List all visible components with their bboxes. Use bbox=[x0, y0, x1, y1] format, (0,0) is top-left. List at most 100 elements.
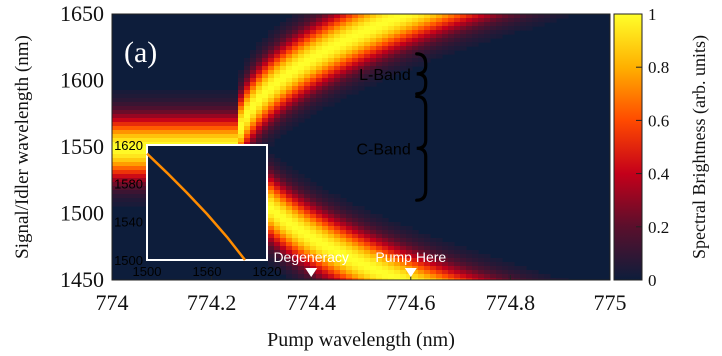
heatmap-cell bbox=[388, 270, 395, 275]
heatmap-cell bbox=[418, 246, 425, 251]
heatmap-cell bbox=[142, 162, 149, 167]
heatmap-cell bbox=[352, 270, 359, 275]
heatmap-cell bbox=[454, 34, 461, 39]
heatmap-cell bbox=[370, 222, 377, 227]
heatmap-cell bbox=[274, 174, 281, 179]
heatmap-cell bbox=[250, 86, 257, 91]
heatmap-cell bbox=[430, 38, 437, 43]
heatmap-cell bbox=[430, 42, 437, 47]
heatmap-cell bbox=[550, 14, 557, 19]
heatmap-cell bbox=[310, 62, 317, 67]
heatmap-cell bbox=[334, 226, 341, 231]
heatmap-cell bbox=[382, 270, 389, 275]
heatmap-cell bbox=[514, 14, 521, 19]
heatmap-cell bbox=[310, 278, 317, 280]
heatmap-cell bbox=[280, 130, 287, 135]
heatmap-cell bbox=[274, 206, 281, 211]
heatmap-cell bbox=[250, 138, 257, 143]
heatmap-cell bbox=[130, 126, 137, 131]
heatmap-cell bbox=[472, 18, 479, 23]
heatmap-cell bbox=[142, 170, 149, 175]
heatmap-cell bbox=[136, 118, 143, 123]
heatmap-cell bbox=[466, 262, 473, 267]
heatmap-cell bbox=[226, 98, 233, 103]
heatmap-cell bbox=[304, 210, 311, 215]
heatmap-cell bbox=[292, 38, 299, 43]
heatmap-cell bbox=[298, 18, 305, 23]
heatmap-cell bbox=[394, 270, 401, 275]
heatmap-cell bbox=[112, 110, 119, 115]
x-tick-label: 774.2 bbox=[187, 290, 237, 315]
heatmap-cell bbox=[352, 234, 359, 239]
heatmap-cell bbox=[322, 90, 329, 95]
heatmap-cell bbox=[418, 238, 425, 243]
heatmap-cell bbox=[238, 122, 245, 127]
heatmap-cell bbox=[364, 274, 371, 279]
heatmap-cell bbox=[340, 38, 347, 43]
heatmap-cell bbox=[388, 250, 395, 255]
heatmap-cell bbox=[490, 258, 497, 263]
heatmap-cell bbox=[466, 38, 473, 43]
heatmap-cell bbox=[238, 94, 245, 99]
heatmap-cell bbox=[376, 54, 383, 59]
heatmap-cell bbox=[394, 242, 401, 247]
heatmap-cell bbox=[346, 202, 353, 207]
heatmap-cell bbox=[370, 14, 377, 19]
heatmap-cell bbox=[430, 22, 437, 27]
heatmap-cell bbox=[466, 274, 473, 279]
heatmap-cell bbox=[340, 34, 347, 39]
heatmap-cell bbox=[244, 74, 251, 79]
heatmap-cell bbox=[406, 246, 413, 251]
heatmap-cell bbox=[124, 138, 131, 143]
heatmap-cell bbox=[376, 78, 383, 83]
heatmap-cell bbox=[286, 246, 293, 251]
heatmap-cell bbox=[112, 150, 119, 155]
heatmap-cell bbox=[352, 226, 359, 231]
heatmap-cell bbox=[400, 246, 407, 251]
heatmap-cell bbox=[130, 194, 137, 199]
x-tick-label: 774.6 bbox=[386, 290, 436, 315]
heatmap-cell bbox=[118, 130, 125, 135]
heatmap-cell bbox=[310, 262, 317, 267]
heatmap-cell bbox=[538, 278, 545, 280]
heatmap-cell bbox=[520, 270, 527, 275]
heatmap-cell bbox=[322, 42, 329, 47]
heatmap-cell bbox=[388, 222, 395, 227]
heatmap-cell bbox=[334, 30, 341, 35]
heatmap-cell bbox=[412, 26, 419, 31]
heatmap-cell bbox=[226, 94, 233, 99]
heatmap-cell bbox=[322, 98, 329, 103]
heatmap-cell bbox=[280, 98, 287, 103]
heatmap-cell bbox=[310, 234, 317, 239]
heatmap-cell bbox=[118, 194, 125, 199]
heatmap-cell bbox=[202, 126, 209, 131]
heatmap-cell bbox=[208, 114, 215, 119]
heatmap-cell bbox=[388, 38, 395, 43]
heatmap-cell bbox=[274, 182, 281, 187]
colorbar-tick-label: 0 bbox=[648, 271, 657, 290]
heatmap-cell bbox=[250, 62, 257, 67]
heatmap-cell bbox=[298, 86, 305, 91]
heatmap-cell bbox=[280, 202, 287, 207]
heatmap-cell bbox=[328, 198, 335, 203]
heatmap-cell bbox=[334, 262, 341, 267]
heatmap-cell bbox=[118, 162, 125, 167]
x-tick-label: 774.4 bbox=[286, 290, 336, 315]
heatmap-cell bbox=[148, 118, 155, 123]
heatmap-cell bbox=[136, 126, 143, 131]
heatmap-cell bbox=[274, 50, 281, 55]
heatmap-cell bbox=[304, 50, 311, 55]
heatmap-cell bbox=[352, 246, 359, 251]
heatmap-cell bbox=[328, 58, 335, 63]
heatmap-cell bbox=[316, 242, 323, 247]
heatmap-cell bbox=[148, 106, 155, 111]
heatmap-cell bbox=[352, 22, 359, 27]
heatmap-cell bbox=[286, 46, 293, 51]
heatmap-cell bbox=[274, 158, 281, 163]
heatmap-cell bbox=[250, 66, 257, 71]
heatmap-cell bbox=[334, 278, 341, 280]
heatmap-cell bbox=[268, 238, 275, 243]
heatmap-cell bbox=[142, 90, 149, 95]
heatmap-cell bbox=[406, 226, 413, 231]
heatmap-cell bbox=[340, 234, 347, 239]
